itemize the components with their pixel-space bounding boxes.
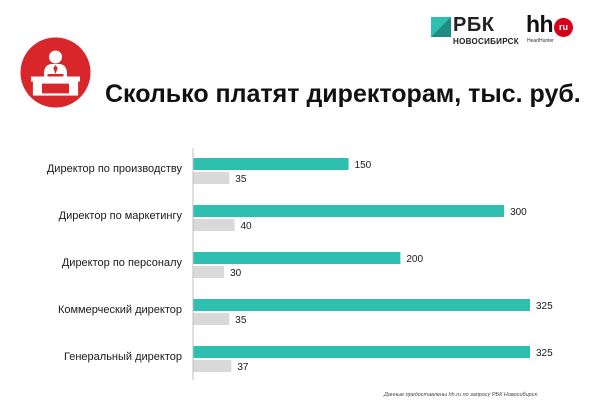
data-label: 200 [406, 254, 423, 265]
category-label: Директор по персоналу [62, 257, 183, 269]
bar-secondary [193, 266, 225, 278]
bar-secondary [193, 313, 230, 325]
hh-ru-badge: ru [554, 18, 573, 37]
rbc-city: НОВОСИБИРСК [453, 37, 519, 46]
category-label: Директор по производству [47, 163, 183, 175]
chart-title: Сколько платят директорам, тыс. руб. [105, 80, 581, 108]
bar-primary [193, 346, 530, 358]
data-label: 150 [355, 160, 372, 171]
data-label: 35 [235, 315, 247, 326]
bar-secondary [193, 172, 230, 184]
rbc-logo-text: РБК [453, 14, 495, 36]
bar-primary [193, 205, 505, 217]
data-label: 40 [240, 221, 252, 232]
hh-subtitle: HeadHunter [527, 38, 554, 44]
bar-primary [193, 158, 349, 170]
data-label: 325 [536, 301, 553, 312]
data-label: 30 [230, 268, 242, 279]
category-label: Генеральный директор [64, 351, 182, 363]
category-label: Коммерческий директор [58, 304, 182, 316]
director-at-desk-icon [20, 37, 91, 108]
bar-chart: Директор по производству 150 35 Директор по… [47, 148, 553, 380]
source-note: Данные предоставлены hh.ru по запросу РБ… [384, 392, 538, 398]
hh-logo-text: hh [526, 11, 554, 37]
rbc-logo: РБК НОВОСИБИРСК [431, 14, 519, 46]
bar-primary [193, 252, 401, 264]
data-label: 37 [237, 362, 249, 373]
bar-secondary [193, 219, 235, 231]
hh-logo: hh ru HeadHunter [526, 11, 578, 48]
data-label: 325 [536, 348, 553, 359]
bar-secondary [193, 360, 232, 372]
bar-primary [193, 299, 530, 311]
rbc-mark-icon [431, 17, 451, 37]
data-label: 35 [235, 174, 247, 185]
data-label: 300 [510, 207, 527, 218]
category-label: Директор по маркетингу [59, 210, 183, 222]
